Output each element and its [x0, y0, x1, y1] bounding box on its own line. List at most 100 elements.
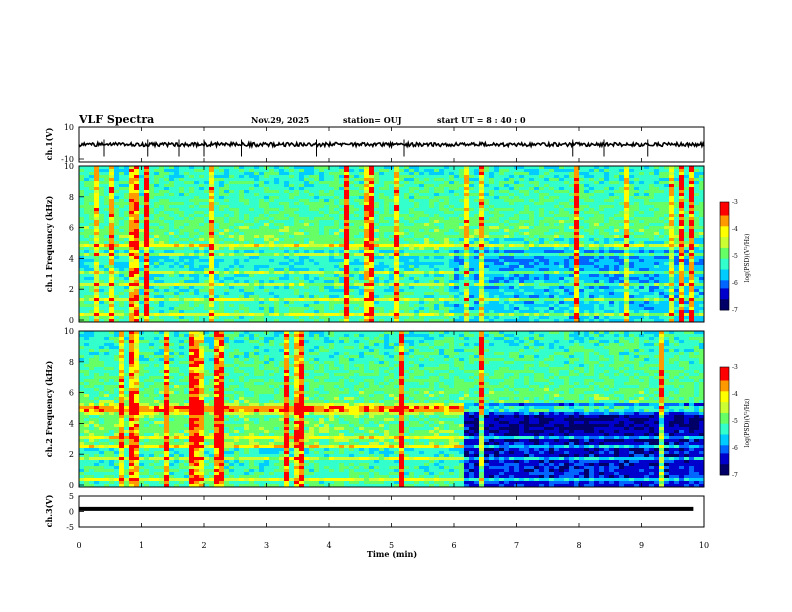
spectrogram-cell — [264, 253, 270, 257]
spectrogram-cell — [454, 277, 460, 281]
spectrogram-cell — [414, 205, 420, 209]
spectrogram-cell — [389, 310, 395, 314]
spectrogram-cell — [329, 226, 335, 230]
spectrogram-cell — [89, 208, 95, 212]
spectrogram-cell — [144, 274, 150, 278]
spectrogram-cell — [429, 268, 435, 272]
spectrogram-cell — [174, 175, 180, 179]
spectrogram-cell — [409, 220, 415, 224]
spectrogram-cell — [549, 295, 555, 299]
spectrogram-cell — [94, 256, 100, 260]
spectrogram-cell — [364, 238, 370, 242]
spectrogram-cell — [279, 217, 285, 221]
spectrogram-cell — [484, 307, 490, 311]
spectrogram-cell — [494, 220, 500, 224]
spectrogram-cell — [214, 256, 220, 260]
spectrogram-cell — [309, 289, 315, 293]
spectrogram-cell — [329, 202, 335, 206]
spectrogram-cell — [214, 232, 220, 236]
spectrogram-cell — [479, 226, 485, 230]
spectrogram-cell — [404, 193, 410, 197]
spectrogram-cell — [524, 313, 530, 317]
spectrogram-cell — [509, 301, 515, 305]
spectrogram-cell — [419, 301, 425, 305]
spectrogram-cell — [259, 262, 265, 266]
spectrogram-cell — [489, 247, 495, 251]
spectrogram-cell — [444, 220, 450, 224]
spectrogram-cell — [474, 277, 480, 281]
spectrogram-cell — [99, 289, 105, 293]
spectrogram-cell — [264, 316, 270, 320]
spectrogram-cell — [144, 238, 150, 242]
spectrogram-cell — [354, 277, 360, 281]
spectrogram-cell — [459, 205, 465, 209]
spectrogram-cell — [354, 211, 360, 215]
spectrogram-cell — [344, 283, 350, 287]
spectrogram-cell — [349, 289, 355, 293]
spectrogram-cell — [149, 307, 155, 311]
spectrogram-cell — [494, 202, 500, 206]
spectrogram-cell — [399, 178, 405, 182]
spectrogram-cell — [449, 196, 455, 200]
spectrogram-cell — [374, 232, 380, 236]
spectrogram-cell — [89, 301, 95, 305]
spectrogram-cell — [154, 277, 160, 281]
spectrogram-cell — [299, 313, 305, 317]
spectrogram-cell — [109, 268, 115, 272]
spectrogram-cell — [169, 193, 175, 197]
spectrogram-cell — [104, 283, 110, 287]
spectrogram-cell — [244, 304, 250, 308]
spectrogram-cell — [114, 229, 120, 233]
spectrogram-cell — [129, 277, 135, 281]
spectrogram-cell — [234, 250, 240, 254]
spectrogram-cell — [374, 205, 380, 209]
spectrogram-cell — [184, 262, 190, 266]
spectrogram-cell — [469, 286, 475, 290]
spectrogram-cell — [244, 283, 250, 287]
spectrogram-cell — [154, 253, 160, 257]
spectrogram-cell — [349, 208, 355, 212]
spectrogram-cell — [219, 268, 225, 272]
spectrogram-cell — [524, 271, 530, 275]
spectrogram-cell — [324, 211, 330, 215]
spectrogram-cell — [84, 283, 90, 287]
spectrogram-cell — [299, 280, 305, 284]
spectrogram-cell — [374, 175, 380, 179]
spectrogram-cell — [459, 304, 465, 308]
spectrogram-cell — [454, 223, 460, 227]
spectrogram-cell — [164, 271, 170, 275]
spectrogram-cell — [509, 253, 515, 257]
spectrogram-cell — [219, 169, 225, 173]
spectrogram-cell — [489, 301, 495, 305]
spectrogram-cell — [259, 310, 265, 314]
spectrogram-cell — [434, 244, 440, 248]
spectrogram-cell — [159, 298, 165, 302]
spectrogram-cell — [474, 241, 480, 245]
spectrogram-cell — [379, 208, 385, 212]
spectrogram-cell — [439, 265, 445, 269]
spectrogram-cell — [384, 301, 390, 305]
spectrogram-cell — [449, 214, 455, 218]
spectrogram-cell — [549, 238, 555, 242]
spectrogram-cell — [304, 316, 310, 320]
spectrogram-cell — [99, 226, 105, 230]
spectrogram-cell — [539, 235, 545, 239]
spectrogram-cell — [284, 316, 290, 320]
spectrogram-cell — [409, 193, 415, 197]
spectrogram-cell — [504, 292, 510, 296]
spectrogram-cell — [374, 286, 380, 290]
spectrogram-cell — [459, 226, 465, 230]
spectrogram-cell — [149, 181, 155, 185]
spectrogram-cell — [399, 220, 405, 224]
spectrogram-cell — [479, 292, 485, 296]
spectrogram-cell — [484, 196, 490, 200]
spectrogram-cell — [289, 247, 295, 251]
spectrogram-cell — [444, 286, 450, 290]
spectrogram-cell — [99, 298, 105, 302]
spectrogram-cell — [399, 316, 405, 320]
spectrogram-cell — [384, 181, 390, 185]
spectrogram-cell — [129, 259, 135, 263]
spectrogram-cell — [359, 256, 365, 260]
spectrogram-cell — [334, 247, 340, 251]
spectrogram-cell — [304, 253, 310, 257]
